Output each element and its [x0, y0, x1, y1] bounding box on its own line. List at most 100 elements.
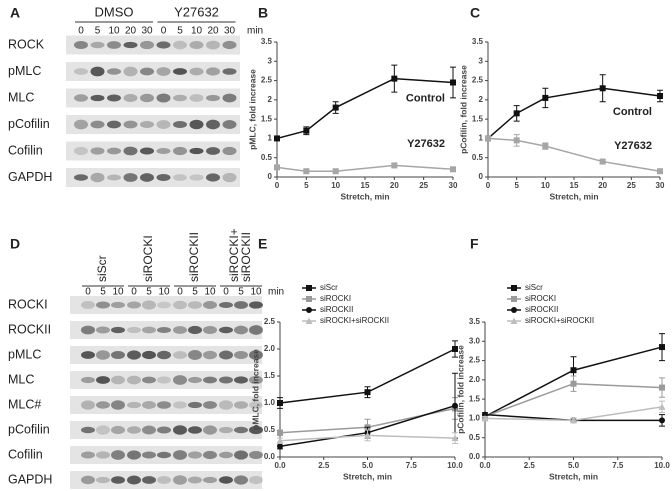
legend-label: siROCKI+siROCKII [320, 316, 389, 325]
group-label: siROCKI [141, 235, 155, 282]
band [74, 119, 88, 130]
y-tick-label: 2.5 [472, 76, 484, 85]
row-label: ROCK [8, 37, 45, 51]
band [222, 172, 237, 183]
band [173, 120, 187, 129]
x-tick-label: 5 [514, 181, 519, 190]
band [157, 401, 171, 409]
lane-label: 5 [192, 287, 198, 298]
y-tick-label: 2.5 [469, 356, 481, 365]
row-label: Cofilin [8, 143, 43, 157]
band [127, 301, 141, 309]
band [157, 301, 171, 309]
point [657, 93, 663, 99]
band [219, 301, 233, 309]
y-tick-label: 0.0 [264, 452, 276, 461]
band [234, 475, 248, 485]
group-label: siROCKI+ [227, 228, 241, 282]
band [189, 94, 204, 102]
row-label: pMLC [8, 347, 41, 361]
point [513, 110, 520, 117]
point [542, 143, 549, 150]
band [189, 147, 204, 155]
band [74, 41, 88, 49]
panel-letter: C [470, 5, 480, 21]
band [142, 350, 156, 360]
group-label: Y27632 [174, 4, 219, 19]
point [659, 384, 665, 391]
band [234, 325, 248, 335]
band [96, 301, 110, 309]
band [127, 401, 141, 409]
band [123, 146, 138, 156]
y-tick-label: 3 [479, 56, 484, 65]
point [511, 296, 517, 302]
band [127, 350, 141, 360]
band [96, 476, 110, 484]
point [332, 104, 339, 111]
band [203, 476, 217, 484]
y-tick-label: 3.5 [472, 37, 484, 46]
gel-strip [70, 396, 262, 414]
band [234, 450, 248, 460]
point [303, 168, 310, 175]
series-label: Control [406, 92, 445, 104]
band [90, 94, 105, 102]
legend-label: siROCKI+siROCKII [525, 316, 594, 325]
panel-letter: E [258, 236, 267, 252]
x-tick-label: 25 [627, 181, 636, 190]
band [81, 451, 95, 459]
y-tick-label: 1 [268, 134, 273, 143]
band [157, 326, 171, 334]
lane-unit: min [268, 287, 284, 298]
x-tick-label: 10 [331, 181, 340, 190]
band [140, 93, 154, 103]
lane-label: 0 [161, 26, 167, 37]
band [111, 301, 125, 309]
gel-strip [70, 471, 262, 489]
band [249, 350, 263, 360]
point [391, 75, 398, 82]
band [222, 40, 237, 50]
y-tick-label: 2.0 [469, 375, 481, 384]
group-label: siROCKII [239, 232, 253, 282]
lane-label: 5 [95, 26, 101, 37]
point [332, 168, 339, 175]
lane-label: 20 [207, 26, 219, 37]
point [599, 85, 606, 92]
band [203, 301, 217, 309]
legend-label: siROCKII [525, 305, 558, 314]
band [111, 351, 125, 359]
band [203, 450, 217, 460]
y-tick-label: 0.5 [264, 425, 276, 434]
band [142, 401, 156, 409]
y-axis-title: pCofilin, fold increase [458, 65, 468, 154]
y-tick-label: 2.0 [264, 344, 276, 353]
point [306, 307, 312, 313]
y-tick-label: 1.5 [264, 371, 276, 380]
point [513, 137, 520, 144]
point [274, 164, 280, 171]
band [188, 325, 202, 335]
group-label: siROCKII [187, 232, 201, 282]
y-axis-title: pMLC, fold increase [250, 349, 260, 430]
band [96, 350, 110, 360]
y-tick-label: 1.5 [469, 394, 481, 403]
band [81, 376, 95, 384]
band [142, 425, 156, 435]
band [222, 68, 237, 75]
band [157, 376, 171, 384]
point [481, 414, 489, 422]
band [188, 301, 202, 309]
band [234, 426, 248, 434]
x-axis-title: Stretch, min [549, 191, 598, 201]
x-tick-label: 0 [486, 181, 491, 190]
y-tick-label: 1 [479, 134, 484, 143]
band [173, 146, 187, 156]
band [96, 401, 110, 409]
band [123, 173, 138, 182]
band [127, 326, 141, 334]
legend-label: siROCKI [525, 294, 556, 303]
point [570, 380, 577, 387]
band [156, 147, 171, 155]
